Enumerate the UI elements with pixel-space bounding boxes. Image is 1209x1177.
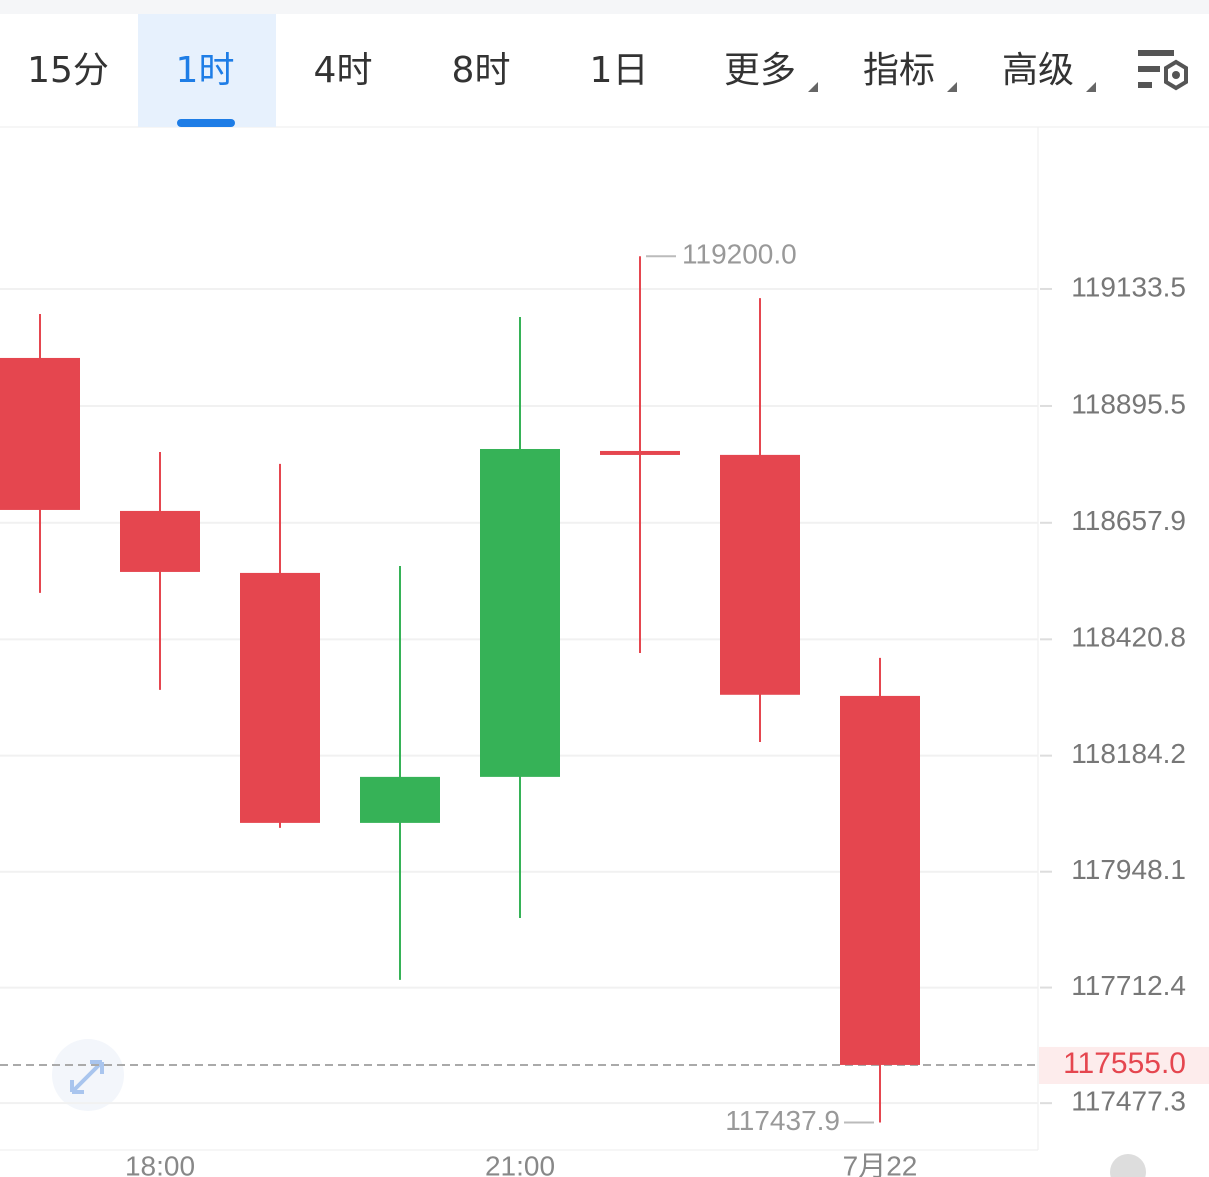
last-price-label: 117555.0: [1063, 1047, 1186, 1080]
tab[interactable]: 高级: [1002, 50, 1074, 91]
settings-icon[interactable]: [1138, 50, 1188, 91]
x-tick-label: 7月22: [843, 1150, 918, 1177]
x-tick-label: 21:00: [485, 1150, 555, 1177]
low-annotation: 117437.9: [725, 1105, 840, 1136]
tab[interactable]: 1时: [176, 50, 235, 91]
candle-body: [120, 510, 200, 572]
y-tick-label: 118657.9: [1071, 505, 1186, 536]
candle-body: [600, 450, 680, 455]
tab[interactable]: 8时: [452, 50, 511, 91]
tab-indicator: [177, 119, 235, 127]
expand-button[interactable]: [52, 1039, 124, 1111]
tab[interactable]: 15分: [27, 50, 109, 91]
high-annotation: 119200.0: [682, 239, 797, 270]
y-tick-label: 118895.5: [1071, 388, 1186, 419]
candle-body: [480, 448, 560, 777]
tab[interactable]: 指标: [863, 50, 935, 91]
candle-body: [720, 454, 800, 695]
y-tick-label: 117948.1: [1071, 854, 1186, 885]
scroll-button[interactable]: [1110, 1154, 1146, 1177]
last-price-bg: [1039, 1046, 1209, 1084]
y-tick-label: 118420.8: [1071, 622, 1186, 653]
tab[interactable]: 1日: [590, 50, 649, 91]
tab[interactable]: 更多: [724, 50, 796, 91]
y-tick-label: 117712.4: [1071, 970, 1186, 1001]
tab-active-bg[interactable]: [138, 14, 276, 127]
y-tick-label: 118184.2: [1071, 738, 1186, 769]
candle-body: [840, 695, 920, 1065]
x-tick-label: 18:00: [125, 1150, 195, 1177]
candle-body: [360, 776, 440, 823]
dropdown-arrow: [1086, 82, 1096, 92]
candle-body: [0, 357, 80, 510]
y-tick-label: 117477.3: [1071, 1086, 1186, 1117]
top-strip: [0, 0, 1209, 14]
dropdown-arrow: [947, 82, 957, 92]
candle-body: [240, 572, 320, 823]
dropdown-arrow: [808, 82, 818, 92]
y-tick-label: 119133.5: [1071, 271, 1186, 302]
tab[interactable]: 4时: [314, 50, 373, 91]
